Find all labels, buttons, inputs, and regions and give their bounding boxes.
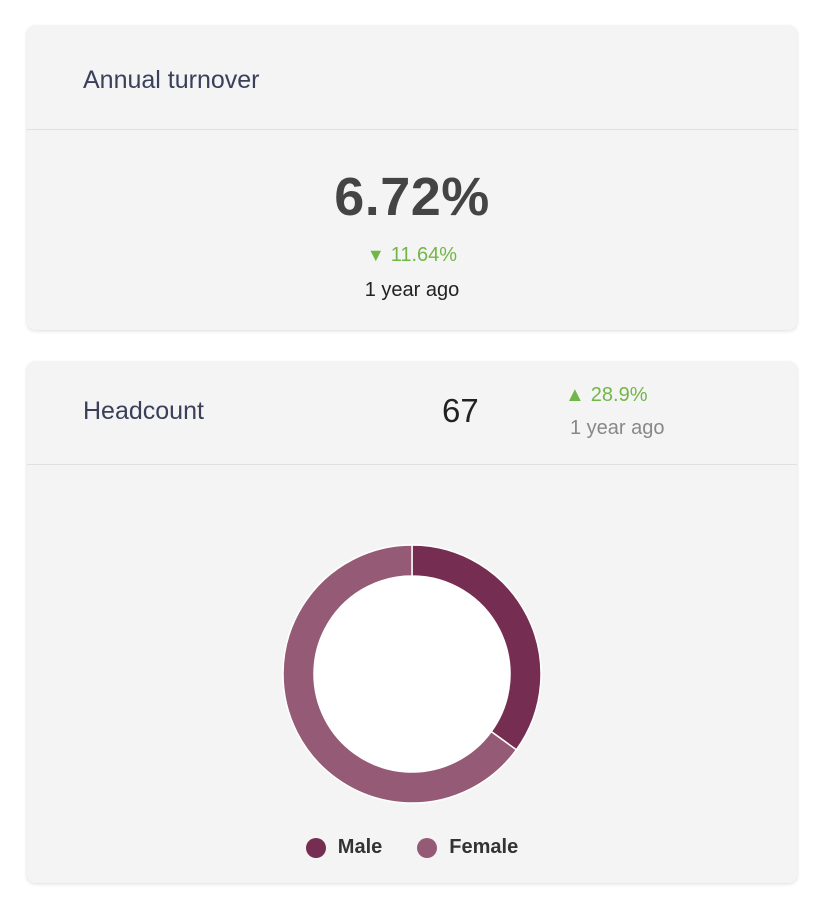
headcount-change: ▲ 28.9% [565,384,648,407]
legend-label-female: Female [449,836,519,858]
annual-turnover-change: ▼ 11.64% [27,244,797,267]
annual-turnover-value: 6.72% [334,167,490,227]
headcount-value: 67 [442,392,479,429]
chart-legend: Male Female [27,836,797,859]
annual-turnover-card: Annual turnover 6.72% ▼ 11.64% 1 year ag… [27,26,797,330]
gender-donut-chart [282,544,542,804]
legend-item-female[interactable]: Female [417,836,518,859]
annual-turnover-change-value: 11.64% [390,244,458,266]
headcount-period: 1 year ago [570,417,665,439]
headcount-card: Headcount 67 ▲ 28.9% 1 year ago Male Fem… [27,362,797,883]
headcount-title: Headcount [83,397,204,425]
headcount-change-value: 28.9% [590,384,648,406]
triangle-up-icon: ▲ [565,384,585,406]
legend-swatch-female [417,837,438,858]
legend-label-male: Male [337,836,383,858]
headcount-header: Headcount 67 ▲ 28.9% 1 year ago [27,362,797,465]
annual-turnover-header: Annual turnover [27,26,797,130]
legend-swatch-male [305,837,326,858]
triangle-down-icon: ▼ [366,245,385,265]
annual-turnover-title: Annual turnover [83,66,260,94]
annual-turnover-period: 1 year ago [364,279,460,301]
legend-item-male[interactable]: Male [305,836,383,859]
donut-hole [314,576,510,772]
